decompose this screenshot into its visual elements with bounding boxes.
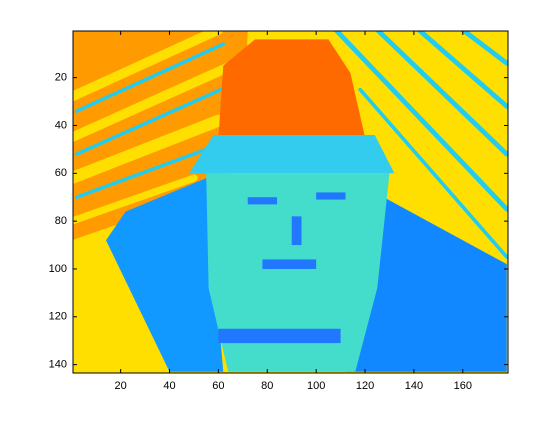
x-tick-label: 100 — [307, 380, 325, 392]
x-tick-label: 120 — [356, 380, 374, 392]
hat-brim — [189, 135, 395, 174]
y-tick-label: 40 — [55, 119, 67, 131]
x-tick-label: 60 — [212, 380, 224, 392]
x-tick-label: 80 — [261, 380, 273, 392]
collar-left — [105, 178, 224, 372]
face-details — [218, 192, 346, 344]
stripes-right — [333, 31, 508, 259]
hat-crown — [218, 39, 366, 138]
y-tick-label: 20 — [55, 72, 67, 84]
stripes-left — [73, 31, 253, 225]
y-tick-label: 140 — [49, 359, 67, 371]
x-tick-label: 40 — [163, 380, 175, 392]
face — [206, 173, 390, 372]
image — [73, 31, 508, 373]
y-tick-label: 100 — [49, 263, 67, 275]
x-tick-label: 20 — [115, 380, 127, 392]
x-tick-label: 160 — [454, 380, 472, 392]
axes-box — [72, 30, 509, 374]
shoulder-right — [345, 192, 507, 372]
y-tick-label: 80 — [55, 215, 67, 227]
x-tick-label: 140 — [405, 380, 423, 392]
y-tick-label: 120 — [49, 311, 67, 323]
y-tick-label: 60 — [55, 167, 67, 179]
